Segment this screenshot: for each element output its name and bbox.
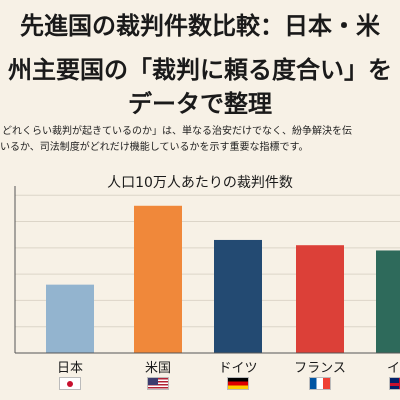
x-tick-label: フランス [294, 361, 346, 376]
description-line-1: どれくらい裁判が起きているのか」は、単なる治安だけでなく、紛争解決を伝 [2, 126, 352, 137]
flag-de-icon [227, 377, 249, 390]
bar-4 [376, 250, 400, 353]
x-tick-label: ドイツ [218, 361, 257, 376]
page-title-line-2: 州主要国の「裁判に頼る度合い」を [8, 56, 392, 84]
flag-uk-icon [389, 377, 400, 390]
bar-0 [46, 284, 94, 353]
chart-title: 人口10万人あたりの裁判件数 [107, 175, 293, 191]
x-tick-label: 日本 [57, 361, 83, 376]
flag-us-icon [147, 377, 169, 390]
bar-2 [214, 239, 262, 353]
flag-fr-icon [309, 377, 331, 390]
bar-1 [134, 205, 182, 353]
flag-jp-icon [59, 377, 81, 390]
x-tick-label: 米国 [145, 361, 171, 376]
x-tick-label: イギ [387, 361, 400, 376]
page-title-line-1: 先進国の裁判件数比較：日本・米 [20, 12, 380, 40]
description-line-2: いるか、司法制度がどれだけ機能しているかを示す重要な指標です。 [0, 142, 309, 153]
page-title-line-3: データで整理 [128, 90, 272, 118]
bar-3 [296, 245, 344, 353]
